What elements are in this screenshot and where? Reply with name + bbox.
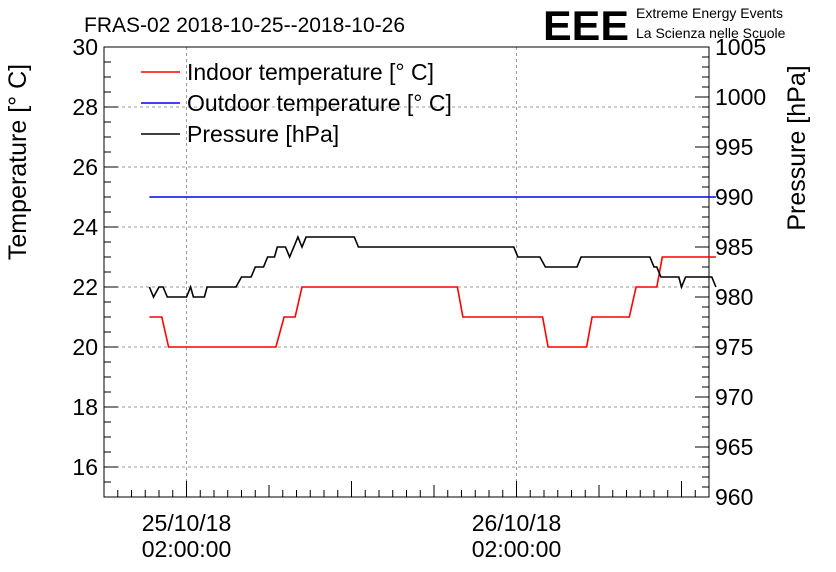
legend: Indoor temperature [° C] Outdoor temperat… — [141, 59, 452, 147]
y2-tick-label: 970 — [715, 384, 753, 410]
logo-mark: EEE — [543, 2, 629, 49]
legend-label-3: Pressure [hPa] — [187, 121, 339, 147]
legend-label-2: Outdoor temperature [° C] — [187, 90, 452, 116]
axes: 16 18 20 22 24 26 28 30 960 965 970 975 980 985 990 995… — [72, 34, 766, 562]
y-tick-label: 26 — [72, 154, 98, 180]
y2-tick-label: 980 — [715, 284, 753, 310]
x-tick-label-time: 02:00:00 — [142, 536, 232, 562]
series-line-3 — [148, 234, 717, 299]
x-tick-label-date: 26/10/18 — [472, 510, 562, 536]
y-tick-label: 28 — [72, 94, 98, 120]
series-lines — [148, 196, 717, 348]
eee-logo: EEE Extreme Energy Events La Scienza nel… — [543, 2, 786, 49]
y-tick-label: 16 — [72, 454, 98, 480]
y-tick-label: 30 — [72, 34, 98, 60]
y-tick-label: 20 — [72, 334, 98, 360]
y-tick-label: 24 — [72, 214, 98, 240]
y2-tick-label: 960 — [715, 484, 753, 510]
y-tick-label: 18 — [72, 394, 98, 420]
chart-title: FRAS-02 2018-10-25--2018-10-26 — [84, 14, 405, 37]
y-axis-label: Temperature [° C] — [4, 64, 32, 260]
y2-tick-label: 990 — [715, 184, 753, 210]
x-tick-label-date: 25/10/18 — [142, 510, 232, 536]
y2-tick-label: 1000 — [715, 84, 766, 110]
y2-tick-label: 985 — [715, 234, 753, 260]
y2-tick-label: 995 — [715, 134, 753, 160]
series-line-1 — [149, 256, 716, 348]
y2-tick-label: 1005 — [715, 34, 766, 60]
plot-frame — [103, 46, 710, 498]
y2-tick-label: 965 — [715, 434, 753, 460]
y-tick-label: 22 — [72, 274, 98, 300]
legend-label-1: Indoor temperature [° C] — [187, 59, 434, 85]
y2-tick-label: 975 — [715, 334, 753, 360]
x-tick-label-time: 02:00:00 — [472, 536, 562, 562]
y2-axis-label: Pressure [hPa] — [783, 65, 811, 230]
logo-line1: Extreme Energy Events — [636, 5, 783, 21]
logo-line2: La Scienza nelle Scuole — [636, 25, 786, 41]
